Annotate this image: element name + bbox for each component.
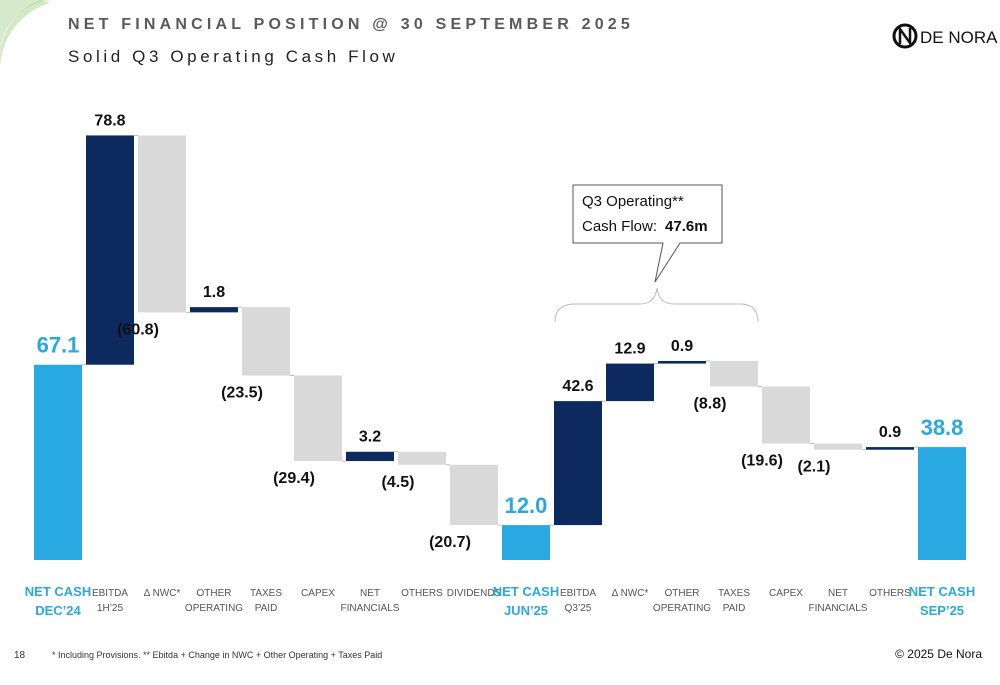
x-tick-label-line: FINANCIALS — [809, 603, 868, 614]
bar — [502, 525, 550, 560]
bar — [710, 360, 758, 387]
bar — [866, 447, 914, 450]
bar — [86, 135, 134, 365]
x-tick-label-line: OTHER — [197, 588, 232, 599]
x-tick-label-line: NET CASH — [909, 584, 975, 599]
x-tick-label-line: FINANCIALS — [341, 603, 400, 614]
x-tick-label-line: SEP’25 — [920, 603, 964, 618]
value-label: 0.9 — [879, 424, 901, 441]
x-tick-label: CAPEX — [769, 588, 803, 599]
subtitle: Solid Q3 Operating Cash Flow — [68, 47, 398, 66]
x-tick-label-line: NET — [360, 588, 380, 599]
value-label: 38.8 — [921, 415, 964, 440]
plot: 67.1 NET CASH DEC’24 78.8 EBITDA 1H’25 (60.8) Δ… — [25, 112, 975, 618]
bar — [138, 135, 186, 313]
x-tick-label: NET CASH DEC’24 — [25, 584, 91, 618]
x-tick-label: OTHER OPERATING — [653, 588, 711, 614]
x-tick-label-line: Δ NWC* — [144, 588, 181, 599]
value-label: 3.2 — [359, 429, 381, 446]
annotation: Q3 Operating** Cash Flow: 47.6m — [554, 184, 759, 323]
annotation-line: Cash Flow: 47.6m — [582, 218, 708, 235]
x-tick-label: NET FINANCIALS — [809, 588, 868, 614]
x-tick-label-line: OPERATING — [653, 603, 711, 614]
x-tick-label-line: EBITDA — [92, 588, 128, 599]
x-tick-label-line: Q3’25 — [565, 603, 592, 614]
value-label: 67.1 — [37, 333, 80, 358]
value-label: (19.6) — [741, 453, 783, 470]
x-tick-label-line: PAID — [723, 603, 746, 614]
value-label: (2.1) — [798, 459, 831, 476]
bar — [814, 443, 862, 450]
value-label: (60.8) — [117, 321, 159, 338]
value-label: (4.5) — [382, 474, 415, 491]
bar — [398, 451, 446, 465]
value-label: 12.9 — [614, 341, 645, 358]
x-tick-label-line: DEC’24 — [35, 603, 81, 618]
x-tick-label-line: CAPEX — [301, 588, 335, 599]
value-label: 78.8 — [94, 112, 125, 129]
x-tick-label: OTHER OPERATING — [185, 588, 243, 614]
x-tick-label-line: DIVIDENDS — [447, 588, 502, 599]
x-tick-label: OTHERS — [401, 588, 443, 599]
corner-decoration — [0, 0, 55, 70]
x-tick-label-line: 1H’25 — [97, 603, 124, 614]
value-label: 0.9 — [671, 338, 693, 355]
x-tick-label: EBITDA Q3’25 — [560, 588, 596, 614]
x-tick-label-line: Δ NWC* — [612, 588, 649, 599]
x-tick-label: Δ NWC* — [144, 588, 181, 599]
x-tick-label: NET CASH JUN’25 — [493, 584, 559, 618]
x-tick-label-line: NET — [828, 588, 848, 599]
x-tick-label-line: EBITDA — [560, 588, 596, 599]
bar — [34, 364, 82, 560]
x-tick-label: EBITDA 1H’25 — [92, 588, 128, 614]
bar — [762, 386, 810, 444]
bar — [918, 447, 966, 560]
logo: DE NORA — [892, 23, 998, 49]
bar — [242, 307, 290, 376]
title: NET FINANCIAL POSITION @ 30 SEPTEMBER 20… — [68, 16, 634, 33]
footnote: * Including Provisions. ** Ebitda + Chan… — [52, 650, 382, 660]
bar — [294, 375, 342, 462]
x-tick-label-line: NET CASH — [25, 584, 91, 599]
x-tick-label-line: JUN’25 — [504, 603, 548, 618]
x-tick-label-line: OTHER — [665, 588, 700, 599]
value-label: (29.4) — [273, 470, 315, 487]
bar — [346, 451, 394, 462]
x-tick-label: NET FINANCIALS — [341, 588, 400, 614]
value-label: (8.8) — [694, 396, 727, 413]
x-tick-label-line: OTHERS — [401, 588, 443, 599]
x-tick-label-line: TAXES — [250, 588, 282, 599]
value-label: (20.7) — [429, 534, 471, 551]
x-tick-label-line: CAPEX — [769, 588, 803, 599]
bar — [554, 401, 602, 526]
x-tick-label-line: NET CASH — [493, 584, 559, 599]
x-tick-label-line: OPERATING — [185, 603, 243, 614]
value-label: 12.0 — [505, 493, 548, 518]
bar — [658, 360, 706, 364]
x-tick-label: CAPEX — [301, 588, 335, 599]
bar — [190, 307, 238, 313]
x-tick-label: NET CASH SEP’25 — [909, 584, 975, 618]
value-label: 1.8 — [203, 284, 225, 301]
value-label: 42.6 — [562, 378, 593, 395]
x-tick-label: Δ NWC* — [612, 588, 649, 599]
logo-text: DE NORA — [920, 28, 998, 47]
x-tick-label: TAXES PAID — [718, 588, 750, 614]
page-number: 18 — [14, 650, 26, 661]
annotation-line: Q3 Operating** — [582, 193, 684, 210]
x-tick-label: DIVIDENDS — [447, 588, 502, 599]
bar — [450, 464, 498, 526]
value-label: (23.5) — [221, 385, 263, 402]
x-tick-label: OTHERS — [869, 588, 911, 599]
bar — [606, 363, 654, 402]
x-tick-label-line: TAXES — [718, 588, 750, 599]
x-tick-label-line: PAID — [255, 603, 278, 614]
x-tick-label: TAXES PAID — [250, 588, 282, 614]
copyright: © 2025 De Nora — [895, 647, 982, 661]
x-tick-label-line: OTHERS — [869, 588, 911, 599]
